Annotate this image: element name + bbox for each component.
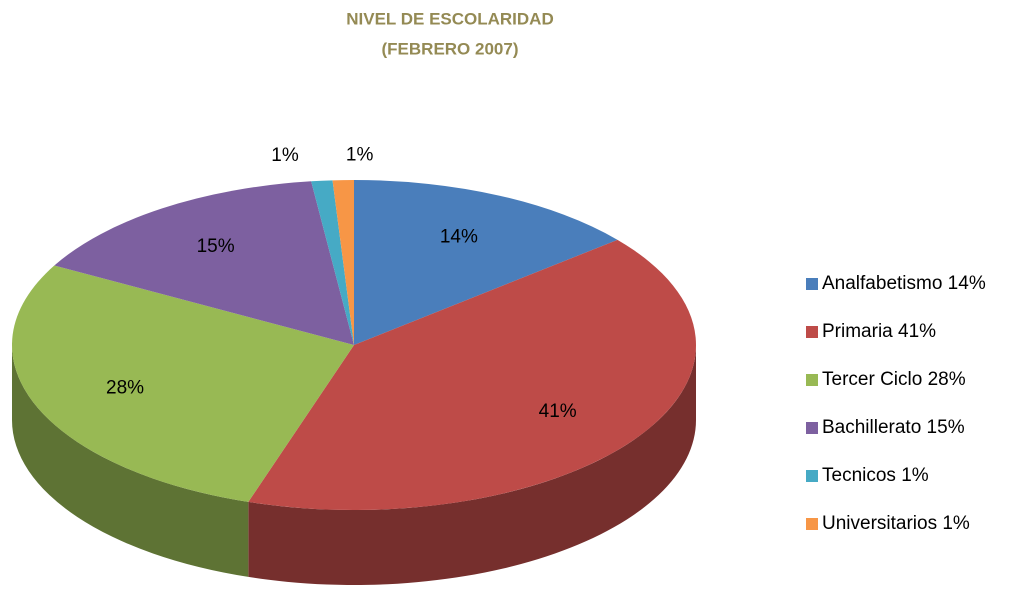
pie-slice xyxy=(54,181,355,345)
data-label: 28% xyxy=(106,378,144,399)
pie-slice xyxy=(332,180,354,345)
legend-swatch xyxy=(806,422,818,434)
chart-title: NIVEL DE ESCOLARIDAD xyxy=(346,9,554,28)
legend-label: Tecnicos 1% xyxy=(822,465,929,486)
chart-subtitle: (FEBRERO 2007) xyxy=(382,39,519,58)
legend-label: Tercer Ciclo 28% xyxy=(822,369,966,390)
pie-slice xyxy=(11,265,354,502)
pie-side xyxy=(12,345,249,577)
legend-swatch xyxy=(806,374,818,386)
legend-label: Primaria 41% xyxy=(822,321,936,342)
pie-slice xyxy=(248,239,696,510)
legend-label: Universitarios 1% xyxy=(822,513,970,534)
pie-slice xyxy=(354,180,618,345)
legend-swatch xyxy=(806,470,818,482)
legend-swatch xyxy=(806,278,818,290)
legend-swatch xyxy=(806,326,818,338)
pie-slice xyxy=(311,180,354,345)
legend-label: Bachillerato 15% xyxy=(822,417,965,438)
data-label: 14% xyxy=(440,227,478,248)
legend-swatch xyxy=(806,518,818,530)
data-label: 1% xyxy=(346,144,374,165)
data-label: 1% xyxy=(271,145,299,166)
pie-side xyxy=(248,345,696,586)
data-label: 15% xyxy=(197,236,235,257)
data-label: 41% xyxy=(539,401,577,422)
legend-label: Analfabetismo 14% xyxy=(822,273,986,294)
